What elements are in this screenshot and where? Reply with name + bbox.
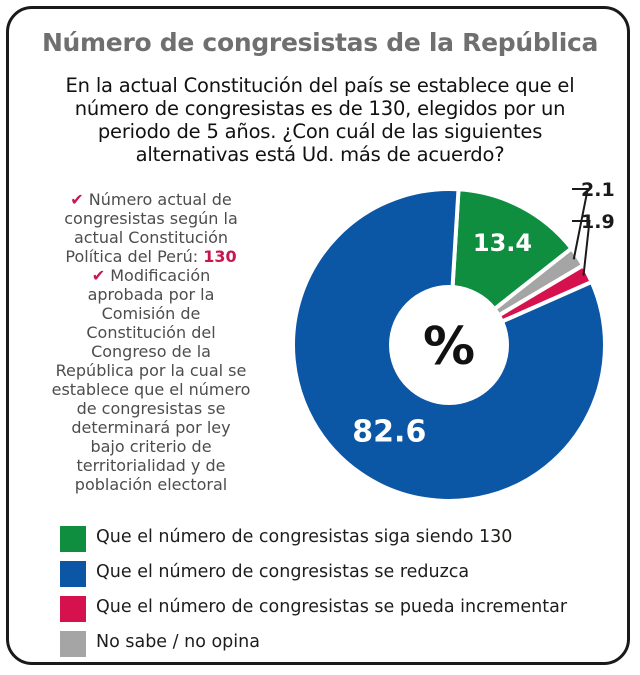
note-line: territorialidad y de bbox=[76, 456, 226, 475]
note-line: República por la cual se bbox=[55, 361, 247, 380]
note-line: Política del Perú: bbox=[65, 247, 204, 266]
context-notes: ✔ Número actual de congresistas según la… bbox=[26, 190, 276, 494]
note-line: determinará por ley bbox=[71, 418, 231, 437]
pie-center-circle bbox=[389, 285, 509, 405]
legend-swatch bbox=[60, 631, 86, 657]
note-highlight: 130 bbox=[203, 247, 237, 266]
chart-title: Número de congresistas de la República bbox=[41, 28, 599, 57]
note-line: Constitución del bbox=[86, 323, 216, 342]
note-line: Número actual de bbox=[88, 190, 232, 209]
note-line: Modificación bbox=[110, 266, 211, 285]
question-line: periodo de 5 años. ¿Con cuál de las sigu… bbox=[97, 120, 543, 143]
note-line: bajo criterio de bbox=[90, 437, 212, 456]
note-line: Comisión de bbox=[101, 304, 201, 323]
note-line: Congreso de la bbox=[91, 342, 211, 361]
slice-value-label: 2.1 bbox=[581, 179, 615, 201]
note-line: establece que el número bbox=[51, 380, 251, 399]
slice-value-label: 1.9 bbox=[581, 211, 615, 233]
question-line: número de congresistas es de 130, elegid… bbox=[74, 97, 566, 120]
note-line: actual Constitución bbox=[73, 228, 229, 247]
slice-value-label: 82.6 bbox=[352, 414, 426, 449]
note-line: congresistas según la bbox=[64, 209, 238, 228]
question-line: alternativas está Ud. más de acuerdo? bbox=[135, 143, 505, 166]
legend-swatch bbox=[60, 561, 86, 587]
legend-label: Que el número de congresistas se pueda i… bbox=[96, 597, 568, 617]
legend-swatch bbox=[60, 526, 86, 552]
legend-label: Que el número de congresistas se reduzca bbox=[96, 562, 470, 582]
legend-label: No sabe / no opina bbox=[96, 632, 260, 652]
checkmark-icon: ✔ bbox=[91, 266, 106, 285]
chart-frame bbox=[6, 6, 630, 665]
checkmark-icon: ✔ bbox=[70, 190, 84, 209]
leader-line bbox=[572, 220, 591, 276]
legend-label: Que el número de congresistas siga siend… bbox=[96, 527, 513, 547]
note-line: aprobada por la bbox=[87, 285, 215, 304]
note-line: población electoral bbox=[74, 475, 228, 494]
pie-center-label: % bbox=[423, 317, 475, 377]
legend-swatch bbox=[60, 596, 86, 622]
leader-line bbox=[572, 188, 589, 260]
note-line: de congresistas se bbox=[76, 399, 226, 418]
slice-value-label: 13.4 bbox=[473, 229, 532, 257]
question-line: En la actual Constitución del país se es… bbox=[65, 74, 575, 97]
survey-question: En la actual Constitución del país se es… bbox=[20, 74, 620, 166]
